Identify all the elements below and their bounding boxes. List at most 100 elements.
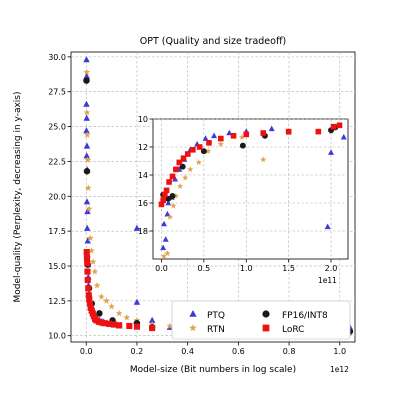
data-point-lorc [162, 191, 168, 198]
data-point-lorc [116, 322, 123, 329]
data-point-ptq [161, 220, 167, 227]
legend-label-lorc: LoRC [282, 325, 304, 335]
data-point-ptq [202, 135, 209, 141]
data-point-lorc [84, 276, 91, 284]
data-point-rtn [170, 202, 177, 209]
data-point-lorc [285, 128, 292, 135]
data-point-rtn [88, 247, 95, 254]
data-point-fp16-int8 [169, 193, 176, 199]
legend-marker-lorc [262, 324, 270, 332]
main-ticks: 0.0 0.2 0.4 0.6 0.8 1.0 10.0 12.5 15.0 17.5 20.0 22… [48, 53, 346, 356]
data-point-rtn [187, 166, 194, 173]
y-tick-label: 22.5 [48, 157, 66, 166]
y-tick-label: 20.0 [48, 192, 66, 201]
data-point-lorc [111, 321, 118, 328]
data-point-lorc [173, 166, 179, 173]
data-point-rtn [166, 213, 174, 220]
data-point-lorc [84, 268, 91, 275]
x-axis-label: Model-size (Bit numbers in log scale) [130, 365, 296, 375]
legend-label-rtn: RTN [207, 325, 225, 335]
data-point-rtn [86, 234, 94, 242]
data-point-ptq [165, 199, 172, 206]
data-point-ptq [148, 316, 156, 323]
data-point-ptq [83, 198, 91, 205]
inset-plot-area [152, 118, 349, 260]
data-point-lorc [83, 249, 90, 256]
x-tick-label: 0.4 [181, 347, 194, 356]
legend-label-ptq: PTQ [207, 311, 225, 321]
data-point-lorc [133, 323, 140, 330]
data-point-lorc [184, 151, 191, 157]
data-point-lorc [85, 292, 92, 299]
data-point-lorc [166, 179, 172, 185]
data-point-ptq [83, 56, 90, 63]
data-point-rtn [123, 314, 131, 321]
data-point-rtn [238, 133, 246, 140]
data-point-ptq [83, 152, 90, 159]
chart-title: OPT (Quality and size tradeoff) [140, 36, 286, 47]
data-point-ptq [84, 237, 91, 244]
y-tick-label: 27.5 [48, 88, 66, 97]
y-tick-label: 12.5 [48, 297, 66, 306]
data-point-ptq [268, 125, 275, 132]
data-point-rtn [93, 281, 101, 289]
data-point-rtn [164, 250, 171, 257]
data-point-ptq [83, 100, 90, 107]
data-point-rtn [217, 140, 224, 147]
data-point-rtn [89, 258, 97, 265]
y-tick-label: 10.0 [48, 332, 66, 341]
x-tick-label: 0.5 [198, 264, 211, 273]
inset-x-offset-label: 1e11 [318, 276, 337, 285]
data-point-lorc [230, 132, 237, 139]
data-point-lorc [105, 320, 113, 327]
inset-grid [153, 118, 348, 259]
y-tick-label: 12 [138, 143, 148, 152]
data-point-rtn [84, 184, 92, 191]
data-point-lorc [84, 260, 91, 267]
data-point-lorc [169, 173, 176, 180]
data-point-rtn [85, 205, 93, 212]
y-tick-label: 15.0 [48, 262, 66, 271]
data-point-ptq [340, 133, 347, 140]
x-tick-label: 0.6 [232, 347, 245, 356]
x-tick-label: 1.0 [240, 264, 253, 273]
data-point-lorc [206, 139, 212, 146]
data-point-lorc [336, 122, 343, 129]
x-offset-label: 1e12 [330, 365, 349, 374]
data-point-rtn [176, 182, 184, 189]
data-point-lorc [126, 322, 133, 330]
inset-data-marks [158, 122, 347, 259]
legend-marker-rtn [189, 324, 197, 332]
data-point-rtn [160, 252, 168, 259]
series-lorc [83, 249, 156, 332]
data-point-ptq [133, 298, 141, 305]
data-point-rtn [195, 159, 202, 166]
data-point-ptq [324, 223, 331, 230]
y-tick-label: 16 [138, 199, 148, 208]
data-point-lorc [315, 128, 322, 135]
x-tick-label: 1.0 [333, 347, 346, 356]
data-point-lorc [100, 320, 108, 327]
data-point-ptq [83, 72, 90, 79]
data-point-ptq [328, 149, 335, 155]
data-point-fp16-int8 [239, 142, 246, 149]
data-point-rtn [260, 156, 267, 163]
data-point-lorc [243, 131, 250, 138]
x-tick-label: 2.0 [325, 264, 338, 273]
data-point-rtn [103, 297, 110, 304]
data-point-lorc [160, 197, 166, 204]
y-tick-label: 18 [138, 227, 148, 236]
data-point-lorc [180, 155, 187, 162]
data-point-rtn [84, 156, 92, 163]
y-tick-label: 14 [138, 171, 148, 180]
data-point-fp16-int8 [83, 77, 90, 84]
data-point-rtn [83, 68, 91, 76]
x-tick-label: 0.8 [283, 347, 296, 356]
y-tick-label: 17.5 [48, 227, 66, 236]
x-tick-label: 0.0 [80, 347, 93, 356]
data-point-ptq [160, 244, 167, 251]
data-point-lorc [83, 254, 91, 261]
data-point-fp16-int8 [83, 167, 91, 175]
legend-label-fp16-int8: FP16/INT8 [282, 311, 328, 321]
